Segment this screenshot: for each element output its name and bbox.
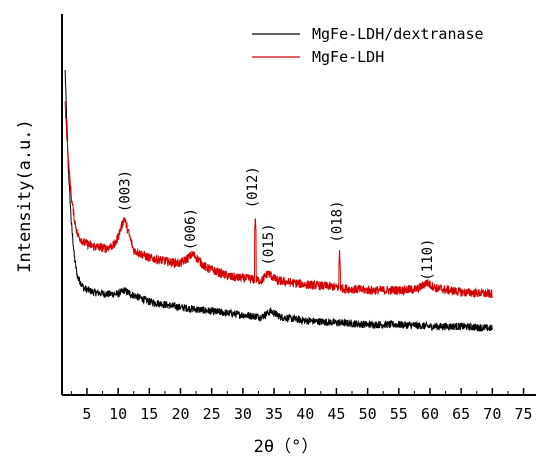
peak-label: (006) — [183, 208, 199, 250]
x-axis-title: 2θ（°） — [254, 437, 319, 457]
legend-label-0: MgFe-LDH/dextranase — [312, 25, 484, 43]
x-tick-label: 55 — [390, 405, 408, 423]
peak-label: (110) — [420, 239, 436, 281]
legend: MgFe-LDH/dextranase MgFe-LDH — [252, 25, 484, 66]
x-tick-label: 50 — [359, 405, 377, 423]
series-line-1 — [64, 101, 493, 299]
peak-label: (012) — [245, 166, 261, 208]
x-tick-label: 20 — [171, 405, 189, 423]
peak-label: (018) — [329, 200, 345, 242]
x-tick-label: 60 — [421, 405, 439, 423]
x-tick-label: 40 — [296, 405, 314, 423]
x-tick-label: 65 — [452, 405, 470, 423]
x-tick-label: 10 — [109, 405, 127, 423]
x-tick-label: 70 — [483, 405, 501, 423]
peak-label: (003) — [117, 170, 133, 212]
y-axis-title: Intensity(a.u.) — [15, 119, 35, 273]
peak-label: (015) — [261, 223, 277, 265]
series-line-0 — [64, 69, 493, 332]
x-tick-label: 25 — [203, 405, 221, 423]
x-tick-label: 15 — [140, 405, 158, 423]
x-tick-label: 5 — [82, 405, 91, 423]
x-tick-label: 35 — [265, 405, 283, 423]
legend-label-1: MgFe-LDH — [312, 48, 384, 66]
x-tick-label: 45 — [327, 405, 345, 423]
x-tick-label: 30 — [234, 405, 252, 423]
plot-area: 5 10 15 20 25 30 35 40 45 50 55 60 65 70 75 (003) (006) (… — [61, 14, 536, 423]
x-tick-label: 75 — [514, 405, 532, 423]
